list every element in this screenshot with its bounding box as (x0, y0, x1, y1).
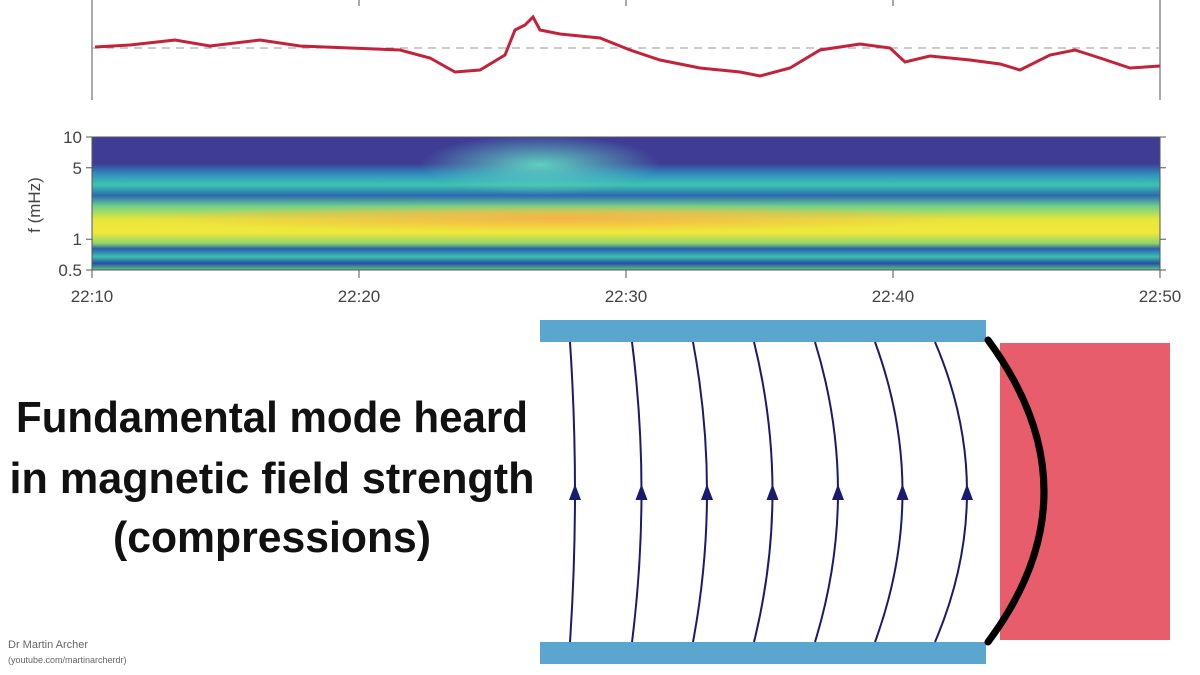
boundary-bar (540, 642, 986, 664)
field-arrow (569, 484, 581, 500)
x-tick-label: 22:30 (605, 287, 648, 306)
x-tick-label: 22:50 (1139, 287, 1182, 306)
y-tick-label: 5 (73, 159, 82, 178)
field-line (814, 341, 839, 643)
field-line (934, 341, 968, 643)
credit-url: (youtube.com/martinarcherdr) (8, 655, 127, 665)
caption-line: Fundamental mode heard (16, 393, 528, 442)
spectrogram-feature (420, 135, 660, 195)
credit-name: Dr Martin Archer (8, 639, 88, 651)
pressure-block (1000, 343, 1170, 640)
caption-line: (compressions) (113, 513, 431, 562)
y-axis-label: f (mHz) (25, 177, 44, 233)
spectrogram-feature (140, 204, 980, 232)
y-tick-label: 0.5 (58, 261, 82, 280)
field-arrow (832, 484, 844, 500)
field-arrow (766, 484, 779, 500)
spectrogram: f (mHz) (25, 135, 1161, 271)
compressed-boundary (984, 336, 1048, 646)
field-line-diagram (540, 320, 1170, 664)
x-tick-label: 22:20 (338, 287, 381, 306)
y-tick-label: 1 (73, 230, 82, 249)
y-tick-label: 10 (63, 128, 82, 147)
time-series-panel (91, 0, 1161, 100)
waveform (94, 14, 1161, 78)
caption-line: in magnetic field strength (10, 454, 535, 503)
field-arrow (635, 484, 648, 500)
field-arrow (896, 484, 909, 500)
caption: Fundamental mode heard in magnetic field… (8, 393, 535, 665)
field-arrow (961, 484, 973, 500)
field-line (874, 341, 904, 643)
x-tick-label: 22:40 (872, 287, 915, 306)
boundary-bar (540, 320, 986, 342)
x-tick-label: 22:10 (71, 287, 114, 306)
field-arrow (701, 484, 713, 500)
